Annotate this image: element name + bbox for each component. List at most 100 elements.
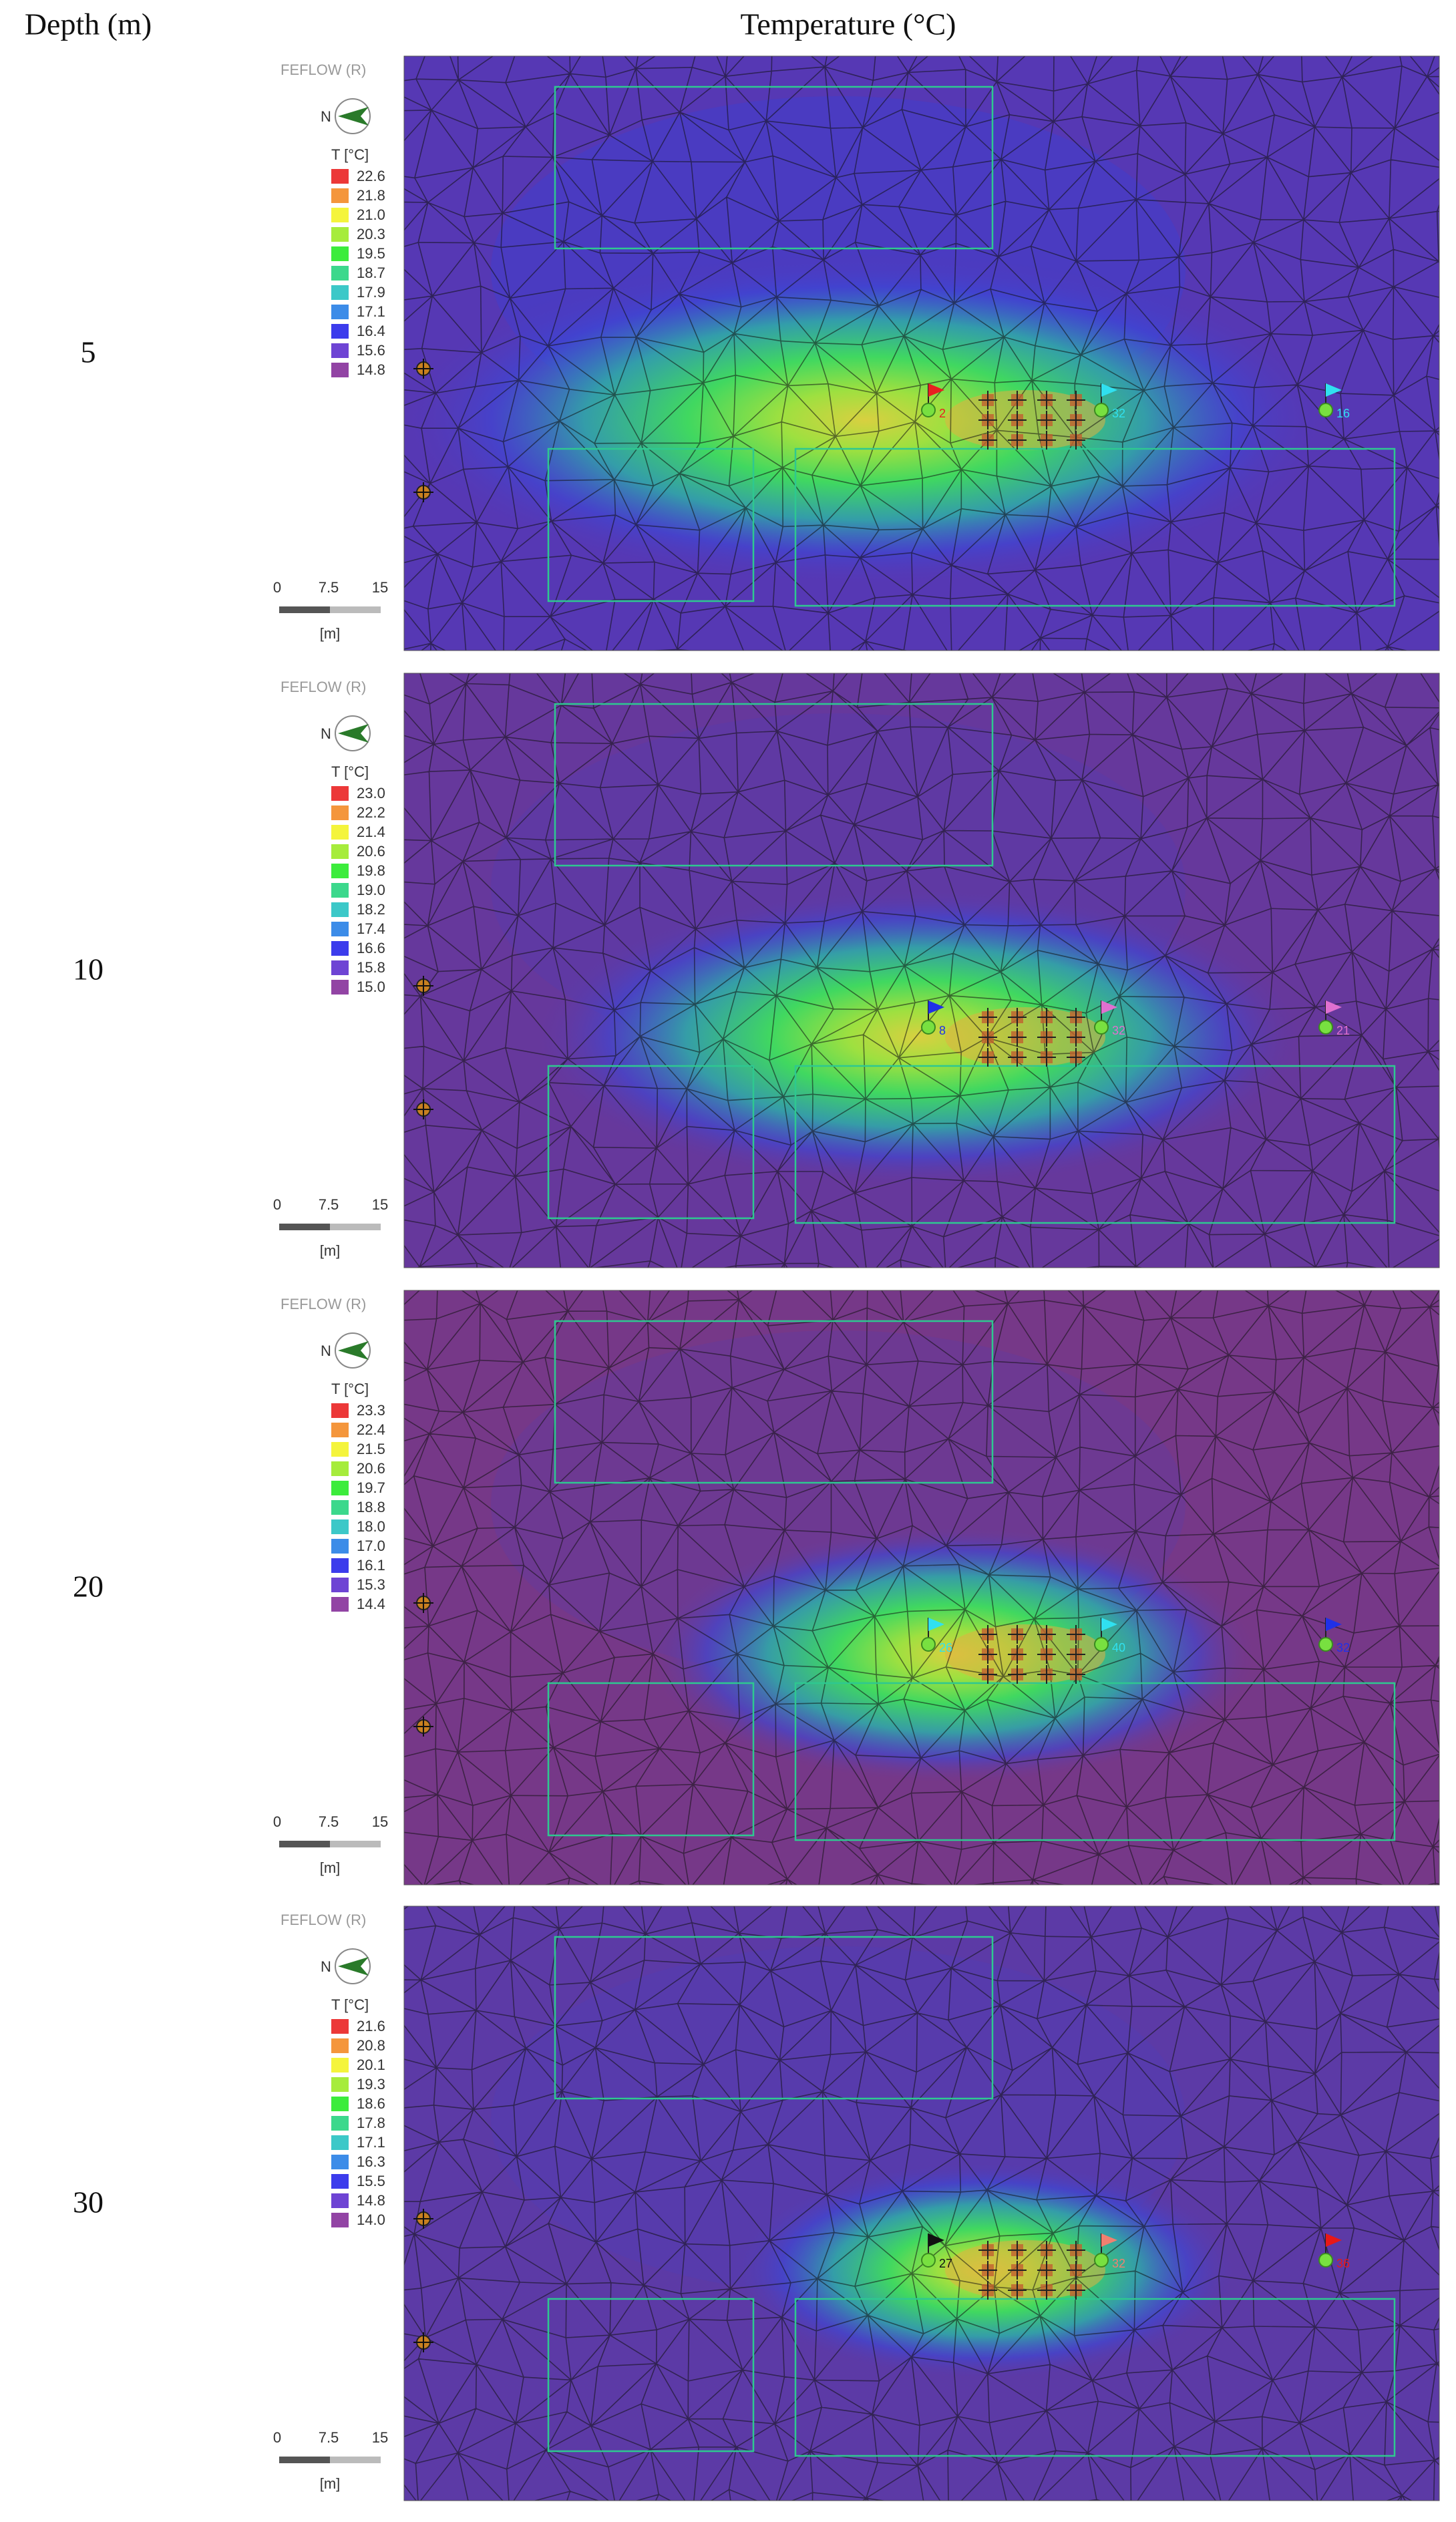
observation-flag [1326, 383, 1342, 397]
borehole-cross [1067, 2261, 1085, 2280]
map: 8 32 21 [404, 673, 1439, 1268]
legend-swatch [331, 1442, 349, 1457]
building-outline [554, 85, 994, 250]
observation-point [1094, 1020, 1109, 1035]
observation-flag [1101, 1001, 1117, 1014]
depth-label: 5 [81, 335, 96, 369]
borehole-cross [978, 431, 997, 449]
borehole-cross [1008, 1028, 1027, 1047]
legend-label: 22.2 [357, 804, 385, 821]
legend-title: T [°C] [331, 1381, 369, 1397]
legend-swatch [331, 1558, 349, 1573]
legend-label: 15.3 [357, 1576, 385, 1593]
observation-point [921, 1637, 936, 1652]
building-outline [554, 703, 994, 867]
scale-label: 0 [273, 1196, 281, 1213]
borehole-cross [1008, 391, 1027, 409]
legend-swatch [331, 2116, 349, 2131]
legend-label: 18.6 [357, 2095, 385, 2112]
borehole-cross [1067, 1048, 1085, 1067]
building-outline [794, 2298, 1396, 2457]
borehole-cross [1067, 431, 1085, 449]
scale-unit: [m] [320, 2475, 341, 2492]
observation-flag [1101, 1618, 1117, 1631]
legend-label: 18.7 [357, 264, 385, 281]
north-label: N [321, 725, 331, 742]
legend-title: T [°C] [331, 146, 369, 163]
building-outline [794, 1682, 1396, 1841]
observation-flag [1326, 2233, 1342, 2247]
legend-swatch [331, 169, 349, 184]
legend-label: 21.6 [357, 2018, 385, 2034]
borehole-cross [978, 1645, 997, 1664]
scale-label: 15 [372, 1196, 388, 1213]
borehole-cross [978, 2241, 997, 2260]
heat-plume [531, 887, 1306, 1188]
observation-point [1094, 2253, 1109, 2268]
legend-swatch [331, 960, 349, 975]
legend-label: 16.6 [357, 940, 385, 956]
map-frame [403, 55, 1440, 651]
borehole-cross [1008, 431, 1027, 449]
legend-swatch [331, 266, 349, 281]
finite-element-mesh [404, 1290, 1439, 1885]
borehole-cross [978, 1028, 997, 1047]
legend-label: 21.0 [357, 206, 385, 223]
borehole-cross [1067, 1028, 1085, 1047]
observation-flag [928, 2233, 944, 2247]
legend-swatch [331, 2077, 349, 2092]
legend-label: 20.3 [357, 226, 385, 242]
legend-label: 22.6 [357, 168, 385, 184]
observation-label: 32 [1336, 1641, 1350, 1654]
legend-swatch [331, 844, 349, 859]
depth-label: 10 [73, 952, 104, 986]
borehole-cross [1067, 2241, 1085, 2260]
borehole-cross [1067, 391, 1085, 409]
borehole-cross [1008, 1048, 1027, 1067]
borehole-cross [1037, 411, 1056, 429]
panel: 20 FEFLOW (R) N T [°C] 23.3 22.4 21.5 20.6 19.7 1… [73, 1290, 1440, 1885]
borehole-cross [1067, 1665, 1085, 1684]
well-cross [413, 2209, 433, 2229]
legend-swatch [331, 1461, 349, 1476]
legend-swatch [331, 2019, 349, 2034]
legend-label: 18.8 [357, 1499, 385, 1515]
legend-label: 19.8 [357, 862, 385, 879]
building-outline [547, 2298, 755, 2453]
legend-swatch [331, 805, 349, 820]
borehole-cross [1037, 1665, 1056, 1684]
well-cross [413, 1593, 433, 1613]
legend-swatch [331, 2174, 349, 2189]
legend-label: 19.0 [357, 882, 385, 898]
observation-label: 26 [939, 1641, 952, 1654]
legend: FEFLOW (R) N T [°C] 21.6 20.8 20.1 19.3 18.6 17.… [273, 1912, 388, 2492]
borehole-cross [978, 2261, 997, 2280]
well-cross [413, 359, 433, 379]
legend: FEFLOW (R) N T [°C] 22.6 21.8 21.0 20.3 19.5 18.… [273, 61, 388, 642]
scale-label: 15 [372, 1813, 388, 1830]
observation-label: 16 [1336, 407, 1350, 420]
borehole-cross [1067, 411, 1085, 429]
legend-swatch [331, 883, 349, 898]
legend-swatch [331, 188, 349, 203]
scale-bar-dark [279, 2457, 330, 2463]
borehole-cross [1037, 431, 1056, 449]
observation-label: 36 [1336, 2257, 1350, 2270]
building-outline [547, 1682, 755, 1837]
finite-element-mesh [404, 1906, 1439, 2501]
observation-flag [928, 383, 944, 397]
scale-unit: [m] [320, 625, 341, 642]
borehole-cross [978, 2281, 997, 2300]
borehole-cross [1008, 1008, 1027, 1027]
legend: FEFLOW (R) N T [°C] 23.3 22.4 21.5 20.6 19.7 18.… [273, 1296, 388, 1876]
borehole-cross [1067, 1008, 1085, 1027]
legend-swatch [331, 1597, 349, 1612]
software-logo: FEFLOW (R) [281, 679, 366, 695]
legend-label: 23.3 [357, 1402, 385, 1419]
north-label: N [321, 108, 331, 125]
depth-label: 30 [73, 2185, 104, 2219]
legend-label: 15.8 [357, 959, 385, 976]
observation-point [1094, 1637, 1109, 1652]
observation-flag [928, 1001, 944, 1014]
